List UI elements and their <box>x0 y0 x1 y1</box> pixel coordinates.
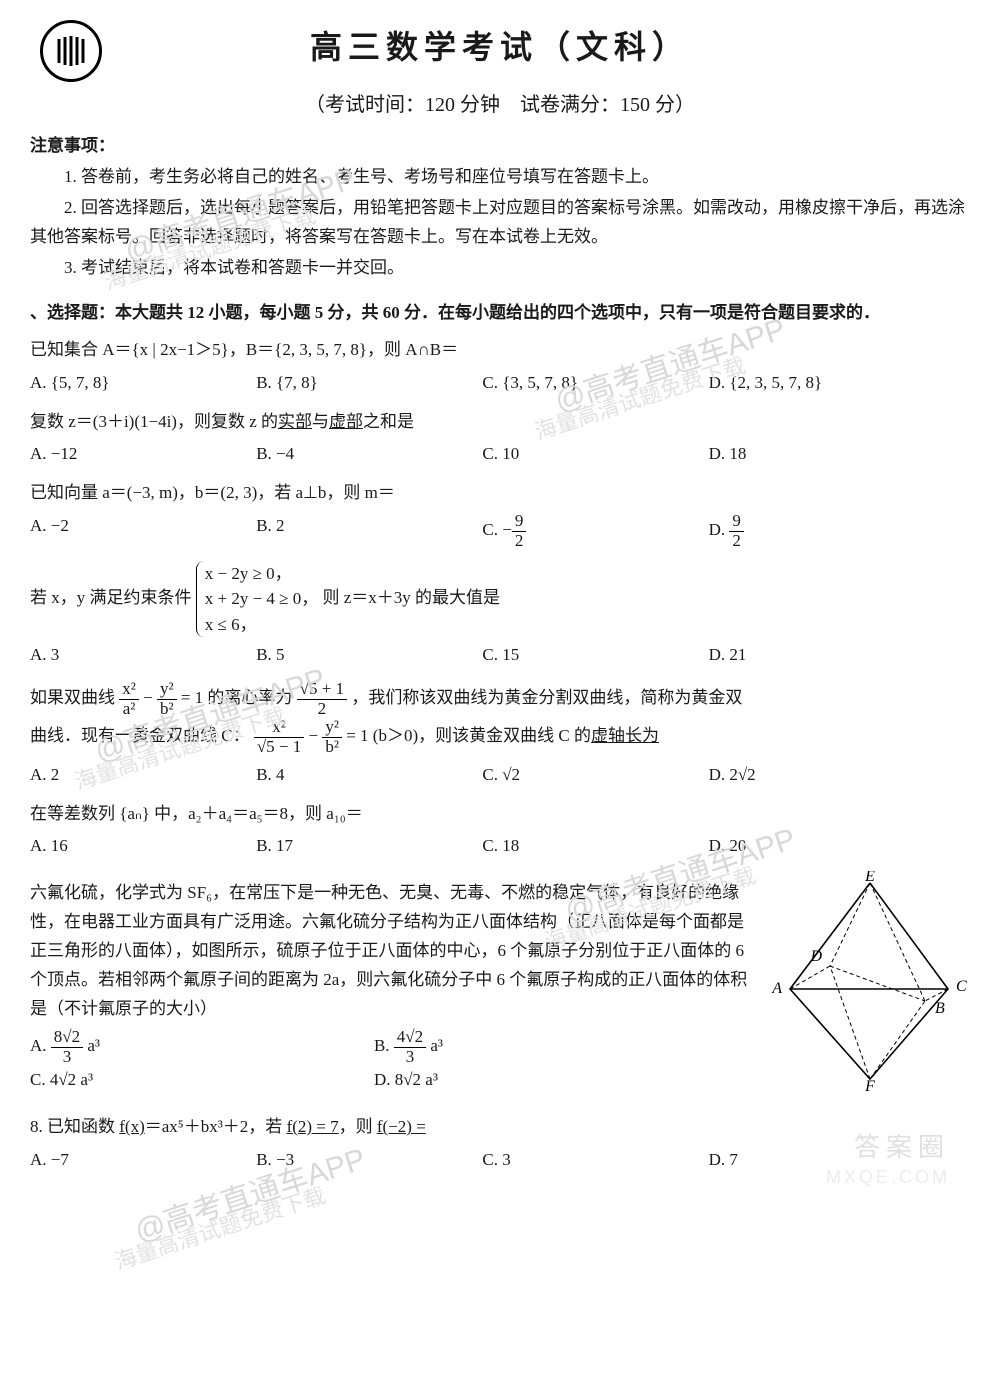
option-8a: A. −7 <box>30 1146 256 1175</box>
notice-item: 3. 考试结束后，将本试卷和答题卡一并交回。 <box>30 254 970 283</box>
option-7d: D. 8√2 a³ <box>374 1066 718 1095</box>
notice-heading: 注意事项： <box>30 132 970 161</box>
option-1b: B. {7, 8} <box>256 369 482 398</box>
option-3b: B. 2 <box>256 512 482 550</box>
option-3c: C. −92 <box>482 512 708 550</box>
page-title: 高三数学考试（文科） <box>30 20 970 74</box>
footer-watermark-url: MXQE.COM <box>826 1162 950 1193</box>
question-5: 如果双曲线 x²a² − y²b² = 1 的离心率为 √5 + 12 ，我们称… <box>30 680 970 757</box>
section-heading: 、选择题：本大题共 12 小题，每小题 5 分，共 60 分．在每小题给出的四个… <box>30 299 970 328</box>
option-2a: A. −12 <box>30 440 256 469</box>
option-3d: D. 92 <box>709 512 935 550</box>
notice-item: 1. 答卷前，考生务必将自己的姓名、考生号、考场号和座位号填写在答题卡上。 <box>30 163 970 192</box>
svg-text:E: E <box>864 871 875 885</box>
option-1d: D. {2, 3, 5, 7, 8} <box>709 369 935 398</box>
option-8b: B. −3 <box>256 1146 482 1175</box>
notice-item: 2. 回答选择题后，选出每小题答案后，用铅笔把答题卡上对应题目的答案标号涂黑。如… <box>30 194 970 252</box>
option-4d: D. 21 <box>709 641 935 670</box>
option-1a: A. {5, 7, 8} <box>30 369 256 398</box>
question-8: 8. 已知函数 f(x)＝ax⁵＋bx³＋2，若 f(2) = 7，则 f(−2… <box>30 1113 970 1142</box>
option-6c: C. 18 <box>482 832 708 861</box>
option-8c: C. 3 <box>482 1146 708 1175</box>
option-6a: A. 16 <box>30 832 256 861</box>
svg-text:C: C <box>956 978 967 995</box>
exam-info: （考试时间：120 分钟 试卷满分：150 分） <box>30 88 970 122</box>
question-6: 在等差数列 {aₙ} 中，a₂＋a₄＝a₅＝8，则 a₁₀＝ <box>30 800 970 829</box>
watermark: 海量高清试题免费下载 <box>110 1177 331 1281</box>
option-6b: B. 17 <box>256 832 482 861</box>
option-4a: A. 3 <box>30 641 256 670</box>
option-7c: C. 4√2 a³ <box>30 1066 374 1095</box>
option-1c: C. {3, 5, 7, 8} <box>482 369 708 398</box>
option-2d: D. 18 <box>709 440 935 469</box>
question-7: 六氟化硫，化学式为 SF₆，在常压下是一种无色、无臭、无毒、不燃的稳定气体，有良… <box>30 879 756 1023</box>
question-2: 复数 z＝(3＋i)(1−4i)，则复数 z 的实部与虚部之和是 <box>30 408 970 437</box>
option-5b: B. 4 <box>256 761 482 790</box>
option-3a: A. −2 <box>30 512 256 550</box>
svg-text:B: B <box>935 1000 945 1017</box>
option-5d: D. 2√2 <box>709 761 935 790</box>
question-1: 已知集合 A＝{x | 2x−1＞5}，B＝{2, 3, 5, 7, 8}，则 … <box>30 336 970 365</box>
question-3: 已知向量 a＝(−3, m)，b＝(2, 3)，若 a⊥b，则 m＝ <box>30 479 970 508</box>
option-5a: A. 2 <box>30 761 256 790</box>
svg-text:A: A <box>771 980 782 997</box>
option-7a: A. 8√23 a³ <box>30 1028 374 1066</box>
question-4: 若 x，y 满足约束条件 x − 2y ≥ 0， x + 2y − 4 ≥ 0，… <box>30 561 970 638</box>
svg-text:F: F <box>864 1078 875 1091</box>
svg-text:D: D <box>809 948 822 965</box>
logo-icon <box>40 20 102 82</box>
option-6d: D. 20 <box>709 832 935 861</box>
option-7b: B. 4√23 a³ <box>374 1028 718 1066</box>
option-2b: B. −4 <box>256 440 482 469</box>
octahedron-diagram: E A B C D F <box>770 871 970 1091</box>
option-4c: C. 15 <box>482 641 708 670</box>
option-2c: C. 10 <box>482 440 708 469</box>
option-5c: C. √2 <box>482 761 708 790</box>
option-4b: B. 5 <box>256 641 482 670</box>
